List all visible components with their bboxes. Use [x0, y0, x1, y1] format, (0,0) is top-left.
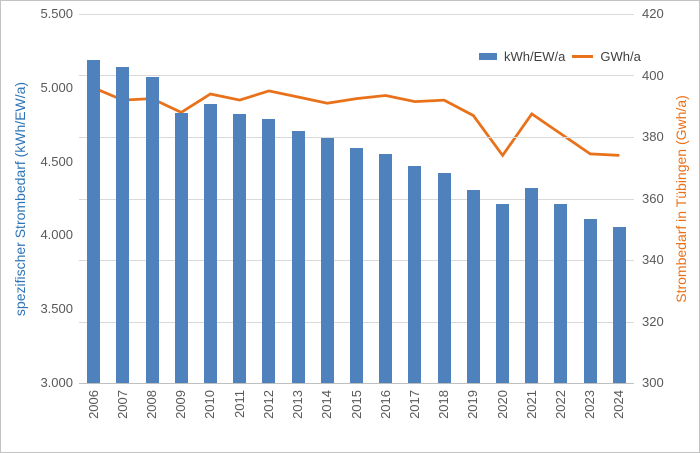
x-axis-tick-label: 2021	[523, 390, 539, 419]
x-axis-tick-label: 2020	[494, 390, 510, 419]
left-axis-tick-label: 3.500	[40, 301, 73, 317]
legend-label-line: GWh/a	[600, 49, 641, 64]
right-axis-tick-label: 420	[642, 6, 664, 21]
x-axis-tick-label: 2017	[406, 390, 422, 419]
bar-2023	[583, 219, 597, 383]
bar-2009	[174, 112, 188, 383]
right-axis-tick-label: 380	[642, 129, 664, 144]
x-axis-tick-label: 2018	[436, 390, 452, 419]
left-axis-tick-label: 4.000	[40, 227, 73, 243]
x-axis-tick-label: 2009	[173, 390, 189, 419]
x-axis-tick-label: 2013	[290, 390, 306, 419]
x-axis-tick-label: 2024	[611, 390, 627, 419]
x-axis-tick-label: 2010	[202, 390, 218, 419]
gridline	[79, 14, 634, 15]
bar-2018	[437, 173, 451, 383]
x-axis-line	[79, 383, 634, 384]
bar-2020	[496, 204, 510, 383]
bar-2019	[466, 189, 480, 383]
x-axis-tick-label: 2022	[552, 390, 568, 419]
bar-2022	[554, 204, 568, 383]
legend-bar-swatch-icon	[479, 53, 497, 60]
right-axis-tick-label: 400	[642, 67, 664, 83]
x-axis-tick-label: 2014	[319, 390, 335, 419]
legend: kWh/EW/a GWh/a	[479, 49, 641, 64]
gridline	[79, 137, 634, 138]
x-axis-tick-label: 2023	[582, 390, 598, 419]
x-axis-tick-label: 2015	[348, 390, 364, 419]
x-axis-tick-label: 2006	[85, 390, 101, 419]
bar-2024	[612, 226, 626, 383]
legend-line-swatch-icon	[572, 55, 594, 58]
left-axis-tick-label: 3.000	[40, 375, 73, 390]
bar-2014	[320, 137, 334, 383]
bar-2021	[525, 188, 539, 383]
bar-2011	[233, 114, 247, 383]
bar-2006	[87, 59, 101, 383]
x-axis-tick-label: 2016	[377, 390, 393, 419]
right-axis-tick-label: 340	[642, 252, 664, 267]
left-axis-tick-label: 5.000	[40, 79, 73, 95]
x-axis-tick-label: 2011	[231, 390, 247, 418]
gridline	[79, 75, 634, 76]
bar-2008	[145, 77, 159, 383]
left-axis-tick-label: 4.500	[40, 153, 73, 169]
gwh-line-series	[93, 86, 620, 158]
bar-2017	[408, 166, 422, 383]
x-axis-tick-label: 2008	[144, 390, 160, 419]
right-axis-tick-label: 360	[642, 190, 664, 206]
x-axis-tick-label: 2019	[465, 390, 481, 419]
bar-2015	[350, 148, 363, 383]
right-axis-tick-label: 320	[642, 313, 664, 329]
bar-2013	[291, 130, 305, 383]
bar-2012	[262, 118, 276, 383]
x-axis-tick-label: 2012	[260, 390, 276, 419]
right-axis-tick-label: 300	[642, 375, 664, 390]
bar-2007	[116, 67, 130, 383]
bar-2016	[379, 154, 393, 383]
x-axis-tick-label: 2007	[114, 390, 130, 419]
bar-2010	[203, 104, 217, 383]
left-axis-tick-label: 5.500	[40, 6, 73, 21]
legend-label-bars: kWh/EW/a	[504, 49, 566, 64]
